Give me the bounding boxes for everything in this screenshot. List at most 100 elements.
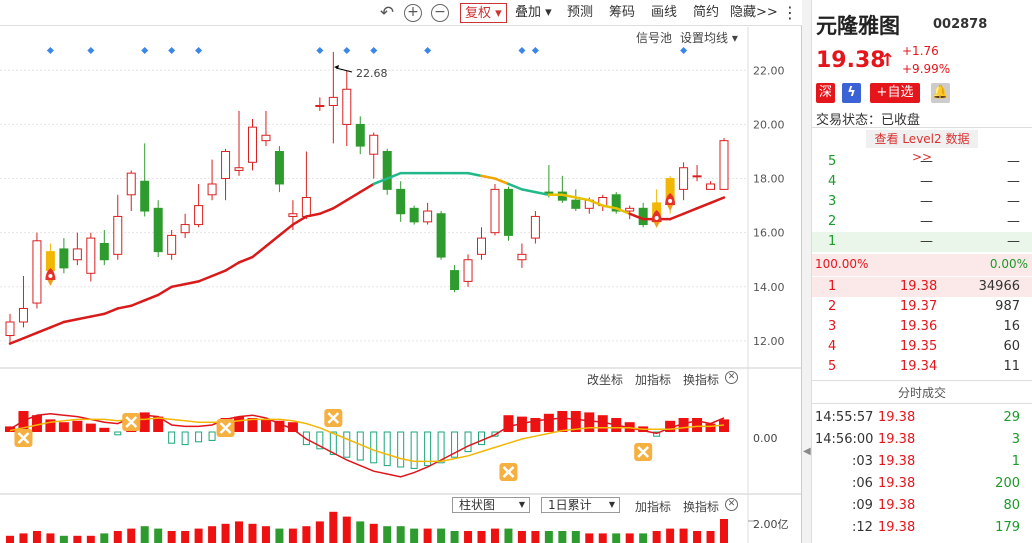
ma-line-segment — [372, 177, 389, 186]
y-tick-label: 22.00 — [753, 64, 785, 77]
change-coord-button[interactable]: 改坐标 — [587, 373, 624, 387]
ask-price: — — [920, 214, 933, 229]
stock-price: 19.38 — [816, 48, 886, 73]
stock-name: 元隆雅图 — [816, 14, 900, 38]
volume-bar — [302, 526, 311, 543]
ask-price: — — [920, 234, 933, 249]
chevron-left-icon: ◀ — [803, 446, 811, 457]
volume-bar — [504, 528, 513, 543]
macd-add-indicator-button[interactable]: 加指标 — [635, 373, 672, 387]
candle-body — [490, 188, 500, 234]
ma-line-segment — [574, 196, 591, 202]
ma-line-segment — [682, 207, 699, 215]
forecast-button[interactable]: 预测 — [567, 5, 594, 20]
kline-chart[interactable]: 22.00 20.00 18.00 16.00 14.00 12.00 — [0, 0, 802, 543]
set-ma-button[interactable]: 设置均线 ▾ — [680, 31, 738, 45]
candle-body — [18, 307, 28, 323]
signal-diamond-icon — [195, 47, 203, 54]
zoom-out-icon[interactable]: − — [431, 4, 449, 22]
volume-bar — [639, 533, 648, 543]
macd-bar — [274, 420, 285, 432]
tick-time: 14:56:00 — [815, 432, 874, 447]
ma-line-segment — [35, 326, 52, 335]
panel-collapse-bar[interactable]: ◀ — [802, 0, 812, 543]
macd-bar — [234, 416, 245, 432]
max-price-label: 22.68 — [356, 67, 388, 80]
volume-bar — [679, 528, 688, 543]
draw-line-button[interactable]: 画线 — [651, 5, 678, 20]
ma-line-segment — [210, 269, 227, 278]
candle-body — [113, 215, 123, 255]
y-tick-label: 16.00 — [753, 227, 785, 240]
zoom-in-icon[interactable]: + — [404, 4, 422, 22]
bid-level: 3 — [828, 319, 837, 334]
macd-bar — [584, 412, 595, 432]
stock-code: 002878 — [933, 17, 988, 32]
bid-level: 4 — [828, 339, 837, 354]
candle-body — [530, 215, 540, 239]
candle-body — [126, 172, 136, 196]
simple-mode-button[interactable]: 简约 — [693, 5, 720, 20]
ma-line-segment — [116, 304, 133, 310]
bell-icon[interactable]: 🔔 — [931, 83, 950, 103]
signal-diamond-icon — [141, 47, 149, 54]
level2-link[interactable]: 查看 Level2 数据>> — [866, 130, 978, 164]
volume-bar — [383, 526, 392, 543]
tick-volume: 29 — [1003, 410, 1020, 425]
period-select[interactable]: 1日累计 — [541, 497, 620, 513]
undo-icon[interactable]: ↶ — [379, 3, 395, 23]
macd-bar — [31, 415, 42, 432]
tick-price: 19.38 — [878, 410, 916, 425]
flash-icon[interactable]: ϟ — [842, 83, 861, 103]
volume-bar — [612, 533, 621, 543]
tick-volume: 80 — [1003, 498, 1020, 513]
signal-diamond-icon — [87, 47, 95, 54]
volume-bar — [598, 533, 607, 543]
ma-line-segment — [22, 331, 39, 340]
candle-body — [328, 96, 338, 106]
overlay-button[interactable]: 叠加 ▾ — [515, 5, 552, 20]
volume-bar — [6, 535, 14, 543]
ma-line-segment — [385, 171, 402, 180]
ask-volume: — — [1007, 234, 1020, 249]
chart-area[interactable]: ↶ + − 复权 ▾ 叠加 ▾ 预测 筹码 画线 简约 隐藏>> ⋮ 22.00… — [0, 0, 802, 543]
macd-bar — [99, 427, 110, 432]
candle-body — [234, 167, 244, 171]
ask-volume: — — [1007, 174, 1020, 189]
ma-line-segment — [493, 177, 510, 186]
volume-bar — [154, 528, 163, 543]
bid-volume: 16 — [1003, 319, 1020, 334]
add-watchlist-button[interactable]: +自选 — [870, 83, 920, 103]
macd-bar — [247, 418, 258, 432]
volume-bar — [720, 519, 728, 543]
ma-line-segment — [628, 212, 645, 221]
tick-volume: 1 — [1011, 454, 1020, 469]
y-tick-label: 18.00 — [753, 173, 785, 186]
bid-row: 2 19.37 987 — [812, 297, 1032, 317]
bid-level: 5 — [828, 359, 837, 374]
hide-panel-button[interactable]: 隐藏>> — [730, 5, 778, 20]
volume-bar — [221, 523, 230, 543]
ma-line-segment — [520, 188, 537, 194]
fuquan-button[interactable]: 复权 ▾ — [460, 3, 507, 23]
chart-type-select[interactable]: 柱状图 — [452, 497, 530, 513]
candle-body — [221, 150, 231, 180]
volume-bar — [315, 521, 324, 543]
bid-price: 19.34 — [900, 359, 938, 374]
volume-bar — [585, 533, 594, 543]
macd-bar — [705, 423, 716, 432]
tick-row: :09 19.38 80 — [812, 496, 1032, 516]
ask-row: 1 — — — [812, 232, 1032, 252]
vol-switch-indicator-button[interactable]: 换指标 — [683, 500, 720, 514]
ma-line-segment — [8, 336, 25, 345]
vol-add-indicator-button[interactable]: 加指标 — [635, 500, 672, 514]
chips-button[interactable]: 筹码 — [609, 5, 636, 20]
macd-close-icon[interactable]: ✕ — [725, 371, 738, 384]
macd-bar — [503, 415, 514, 432]
ma-line-segment — [156, 285, 173, 297]
more-vertical-icon[interactable]: ⋮ — [782, 3, 798, 22]
signal-pool-button[interactable]: 信号池 — [636, 31, 673, 45]
macd-switch-indicator-button[interactable]: 换指标 — [683, 373, 720, 387]
vol-close-icon[interactable]: ✕ — [725, 498, 738, 511]
max-marker-line — [335, 67, 353, 73]
